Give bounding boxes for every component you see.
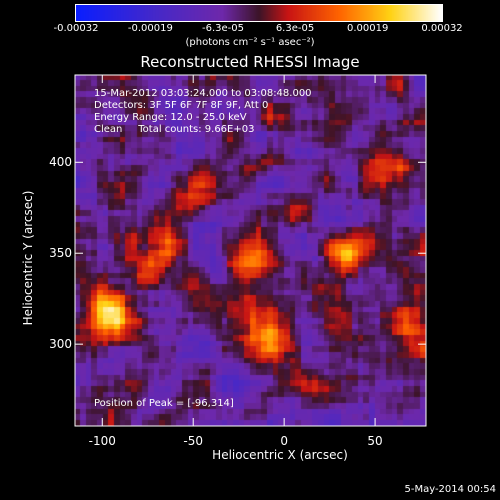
colorbar-tick-label: -6.3e-05 <box>201 23 244 34</box>
peak-position: Position of Peak = [-96,314] <box>94 398 234 409</box>
chart-title: Reconstructed RHESSI Image <box>140 53 360 71</box>
plot-frame <box>74 74 427 427</box>
y-tick-label: 400 <box>49 155 72 170</box>
detectors: Detectors: 3F 5F 6F 7F 8F 9F, Att 0 <box>94 100 269 111</box>
x-tick-label: 0 <box>280 434 288 448</box>
footer-date: 5-May-2014 00:54 <box>404 484 496 495</box>
x-tick-label: 50 <box>367 434 383 448</box>
colorbar-tick-label: -0.00019 <box>127 23 173 34</box>
colorbar-tick-label: 0.00019 <box>346 23 389 34</box>
x-axis-label: Heliocentric X (arcsec) <box>212 448 348 462</box>
y-tick-label: 350 <box>49 246 72 261</box>
x-tick-label: -50 <box>183 434 204 448</box>
colorbar-tick-label: -0.00032 <box>53 23 99 34</box>
energy-range: Energy Range: 12.0 - 25.0 keV <box>94 112 247 123</box>
colorbar-unit-label: (photons cm⁻² s⁻¹ asec⁻²) <box>185 37 315 48</box>
x-tick-label: -100 <box>88 434 116 448</box>
clean-counts: Clean Total counts: 9.66E+03 <box>94 124 255 135</box>
heatmap-image <box>75 75 426 426</box>
time-range: 15-Mar-2012 03:03:24.000 to 03:08:48.000 <box>94 88 312 99</box>
y-tick-label: 300 <box>49 337 72 352</box>
colorbar-tick-label: 0.00032 <box>421 23 463 34</box>
colorbar <box>75 4 443 22</box>
y-axis-label: Heliocentric Y (arcsec) <box>21 190 35 326</box>
tick-marks <box>75 75 426 426</box>
colorbar-tick-label: 6.3e-05 <box>275 23 315 34</box>
